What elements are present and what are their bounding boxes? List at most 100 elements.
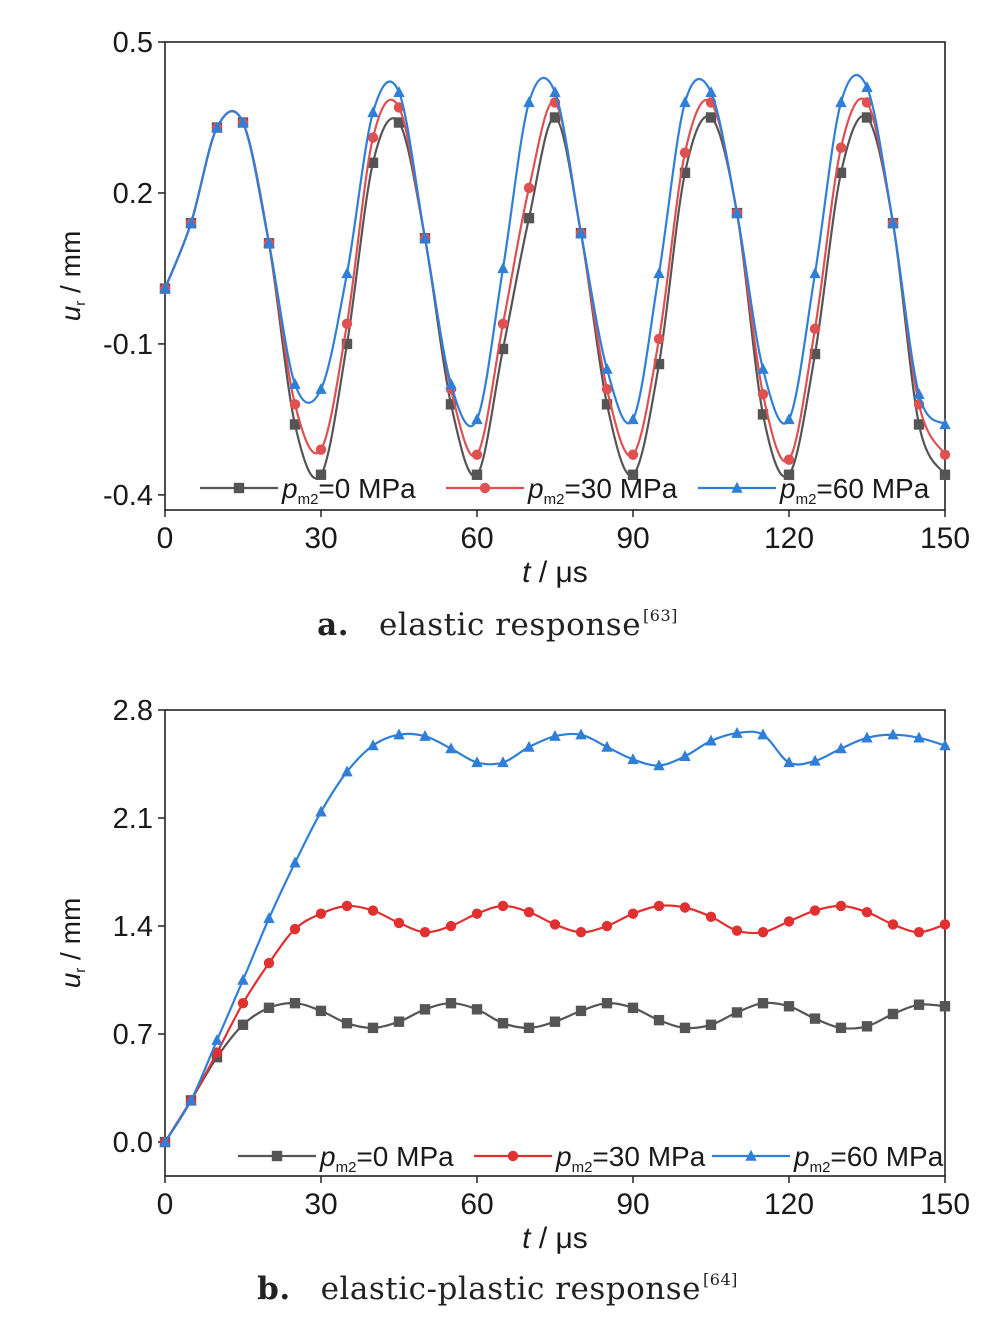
chart-a-series-0-point <box>705 112 717 123</box>
chart-b-legend-rest-1: =30 MPa <box>592 1141 705 1172</box>
chart-b-series-0-point <box>549 1016 561 1027</box>
chart-a-series-1-point <box>679 147 691 158</box>
chart-b-series-2-point <box>809 754 821 766</box>
chart-b-series-0-point <box>939 1001 951 1012</box>
chart-b-series-0-point <box>575 1005 587 1017</box>
chart-b-y-axis-sub: r <box>72 968 89 973</box>
chart-a-series-0-point <box>471 469 483 480</box>
chart-b-series-2-point <box>575 728 587 740</box>
chart-b-legend-label-0: pm2=0 MPa <box>319 1141 454 1176</box>
chart-a-series-0-point <box>913 419 925 430</box>
chart-b-series-1-point <box>835 900 847 912</box>
chart-b-series-2-point <box>159 1135 171 1147</box>
chart-a-legend-var-0: p <box>281 473 298 504</box>
chart-b-series-2-point <box>523 740 535 752</box>
chart-a-series-1-point <box>835 142 847 153</box>
chart-b-series-1-point <box>289 923 301 935</box>
chart-b-series-1-point <box>393 917 405 929</box>
chart-b-x-tick-label: 30 <box>304 1188 337 1221</box>
chart-a-series-0-point <box>367 157 379 168</box>
chart-b-legend-marker-1 <box>507 1150 519 1162</box>
chart-a-series-2-point <box>757 362 769 374</box>
chart-b-plot-frame <box>164 709 946 1177</box>
chart-a-series-2-point <box>315 383 327 394</box>
chart-b-series-0-point <box>679 1022 691 1034</box>
chart-a-series-1-point <box>367 132 379 143</box>
chart-b-series-2-point <box>705 734 717 746</box>
chart-b-series-2 <box>159 726 951 1147</box>
chart-b-series-0-point <box>627 1002 639 1014</box>
chart-b-x-axis-var: t <box>522 1222 532 1255</box>
chart-b-legend-marker-0 <box>271 1150 283 1162</box>
chart-a-series-2-point <box>263 237 275 248</box>
chart-a-series-1-point <box>653 333 665 345</box>
chart-b-series-0-point <box>419 1004 431 1015</box>
chart-b-series-2-point <box>393 728 405 740</box>
chart-a-series-0-point <box>679 167 691 179</box>
caption-a-label: a. <box>317 607 349 643</box>
chart-b-legend-sub-2: m2 <box>810 1159 831 1176</box>
chart-b-series-1-point <box>445 920 457 932</box>
chart-a-y-tick-label: 0.2 <box>113 178 153 210</box>
chart-a-series-0-point <box>653 358 665 370</box>
chart-a-series-1-point <box>523 182 535 194</box>
chart-a-series-1-point <box>861 97 873 108</box>
chart-a-y-axis-var: u <box>55 305 86 321</box>
chart-b-series-0-point <box>601 997 613 1009</box>
chart-b-series-1-point <box>471 908 483 919</box>
chart-b-series-2-point <box>237 973 249 985</box>
chart-a-series-0-point <box>549 112 561 123</box>
chart-b-series-1-point <box>809 905 821 916</box>
chart-b-series-1 <box>159 900 951 1148</box>
chart-a-series-2-point <box>549 86 561 98</box>
chart-b-series-2-point <box>731 726 743 738</box>
chart-a-series-2-point <box>211 121 223 133</box>
chart-b-series-0-point <box>757 997 769 1009</box>
chart-a-legend-marker-1 <box>479 482 491 494</box>
caption-b-ref: [64] <box>703 1270 738 1289</box>
chart-a-series-1-point <box>601 384 613 395</box>
chart-a-legend-marker-0 <box>233 482 245 494</box>
chart-a-series-0-point <box>497 343 509 355</box>
chart-b-series-0-point <box>731 1007 743 1018</box>
chart-a-series-2-line <box>163 73 946 428</box>
chart-a-legend-label-1: pm2=30 MPa <box>527 473 678 508</box>
chart-b-series-0-point <box>835 1022 847 1034</box>
chart-b-series-2-point <box>861 731 873 743</box>
chart-b-series-2-point <box>367 739 379 751</box>
chart-b-series-1-point <box>523 906 535 918</box>
chart-b-series-1-point <box>549 919 561 930</box>
chart-b-series-2-point <box>419 730 431 741</box>
chart-a-series-2-point <box>185 216 197 228</box>
chart-b-series-2-point <box>679 750 691 761</box>
chart-b-x-axis-label: t / μs <box>522 1222 588 1255</box>
chart-a-series-2-point <box>601 362 613 374</box>
chart-a-series-2-point <box>341 267 353 279</box>
chart-a-series-1-line <box>163 97 946 463</box>
chart-a-series-2-point <box>861 81 873 92</box>
chart-b-legend-sub-1: m2 <box>572 1159 593 1176</box>
chart-b-series-2-point <box>887 728 899 740</box>
chart-b-series-2-point <box>549 730 561 741</box>
chart-a-series-1-point <box>939 449 951 460</box>
chart-b-x-tick-label: 120 <box>764 1188 814 1221</box>
chart-b-series-2-point <box>913 731 925 743</box>
chart-b-series-2-point <box>601 740 613 752</box>
chart-b-series-1-point <box>731 925 743 936</box>
chart-b-series-1-point <box>497 900 509 912</box>
chart-a-series-1-point <box>497 318 509 330</box>
chart-a-y-axis-sub: r <box>72 301 89 306</box>
chart-a-series-2-point <box>289 377 301 389</box>
chart-b: 0 30 60 90 120 150 0.0 0.7 1.4 2.1 2.8 t / μs ur / m… <box>55 695 970 1255</box>
chart-a-series-1-point <box>757 389 769 400</box>
chart-a-series-0-point <box>835 167 847 179</box>
chart-b-series-0-point <box>809 1013 821 1024</box>
chart-b-series-0-point <box>705 1019 717 1030</box>
chart-a-series-1-point <box>315 444 327 455</box>
chart-a-legend-rest-0: =0 MPa <box>318 473 416 504</box>
chart-a-series-0-point <box>861 112 873 123</box>
chart-a-series-2-point <box>835 96 847 108</box>
chart-a-series-1-point <box>809 323 821 335</box>
chart-a-x-tick-label: 30 <box>304 522 337 555</box>
chart-a-series-0-line <box>163 110 946 480</box>
